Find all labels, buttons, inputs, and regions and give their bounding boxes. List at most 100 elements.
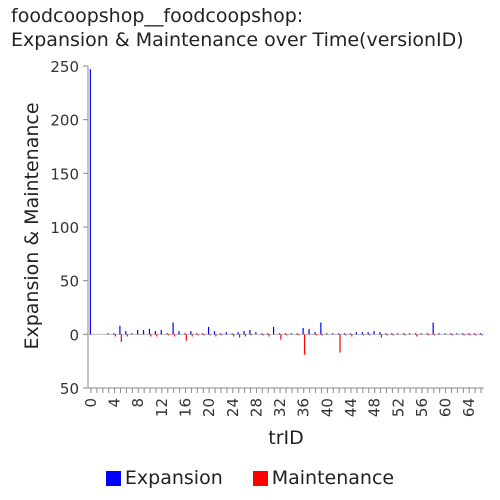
- bar-expansion: [343, 333, 346, 335]
- bar-expansion: [255, 332, 257, 335]
- bar-maintenance: [221, 334, 223, 336]
- bar-expansion: [468, 333, 470, 335]
- bar-expansion: [302, 327, 304, 335]
- bar-maintenance: [185, 334, 187, 341]
- bar-maintenance: [120, 334, 122, 342]
- bar-expansion: [326, 333, 328, 335]
- bar-maintenance: [363, 334, 365, 336]
- x-tick-label: 32: [271, 398, 289, 417]
- bar-maintenance: [203, 334, 205, 336]
- bar-expansion: [320, 322, 322, 335]
- bar-expansion: [154, 331, 156, 335]
- bar-expansion: [272, 326, 275, 335]
- bar-maintenance: [416, 334, 418, 337]
- y-axis-label: Expansion & Maintenance: [21, 102, 43, 349]
- bar-maintenance: [167, 334, 170, 336]
- x-tick-label: 4: [106, 398, 124, 408]
- bar-expansion: [414, 333, 417, 335]
- bar-maintenance: [150, 334, 152, 337]
- bar-expansion: [213, 331, 216, 335]
- x-tick-label: 60: [437, 398, 455, 417]
- bar-maintenance: [428, 334, 430, 336]
- bar-maintenance: [244, 334, 247, 337]
- y-tick-label: 200: [50, 112, 79, 130]
- bar-maintenance: [321, 334, 323, 336]
- bar-expansion: [426, 333, 428, 335]
- x-tick-label: 44: [342, 398, 360, 417]
- bar-expansion: [385, 333, 387, 335]
- bar-expansion: [166, 333, 168, 335]
- x-tick-label: 36: [295, 398, 313, 417]
- bar-maintenance: [303, 334, 306, 355]
- bar-expansion: [420, 333, 422, 335]
- bar-maintenance: [114, 334, 116, 337]
- legend-swatch-expansion: [105, 470, 121, 486]
- x-tick-label: 52: [389, 398, 407, 417]
- bar-expansion: [332, 333, 334, 335]
- bar-expansion: [444, 333, 446, 335]
- bar-expansion: [278, 333, 281, 335]
- y-tick-label: 100: [50, 219, 79, 237]
- bar-expansion: [479, 333, 482, 335]
- legend-item-maintenance: Maintenance: [252, 467, 394, 489]
- x-tick-label: 8: [129, 398, 147, 408]
- bar-expansion: [249, 330, 251, 335]
- bar-expansion: [361, 332, 363, 335]
- bar-expansion: [261, 333, 263, 335]
- bar-maintenance: [351, 334, 353, 337]
- bar-expansion: [397, 333, 399, 335]
- bar-maintenance: [197, 334, 199, 336]
- x-tick-label: 64: [460, 398, 478, 417]
- y-tick-label: 150: [50, 165, 79, 183]
- bars-layer: [89, 69, 483, 355]
- bar-expansion: [314, 332, 316, 335]
- bar-maintenance: [451, 334, 453, 336]
- bar-maintenance: [215, 334, 217, 337]
- bar-expansion: [290, 333, 292, 335]
- legend-item-expansion: Expansion: [105, 467, 223, 489]
- bar-expansion: [142, 330, 145, 335]
- bar-expansion: [160, 330, 162, 335]
- bar-maintenance: [345, 334, 347, 336]
- bar-expansion: [308, 328, 310, 335]
- x-tick-label: 40: [318, 398, 336, 417]
- x-tick-label: 0: [82, 398, 100, 408]
- legend-swatch-maintenance: [252, 470, 268, 486]
- bar-expansion: [379, 332, 381, 335]
- bar-expansion: [231, 333, 233, 335]
- y-tick-label: 50: [60, 273, 79, 291]
- bar-maintenance: [469, 334, 471, 336]
- bar-expansion: [107, 333, 109, 335]
- chart-title: foodcoopshop__foodcoopshop: Expansion & …: [11, 4, 496, 52]
- bar-maintenance: [315, 334, 317, 336]
- y-tick-label: 0: [69, 326, 79, 344]
- chart-title-line-1: foodcoopshop__foodcoopshop:: [11, 5, 304, 27]
- bar-expansion: [267, 333, 269, 335]
- bar-maintenance: [233, 334, 235, 337]
- bar-expansion: [148, 328, 151, 335]
- bar-expansion: [131, 333, 133, 335]
- y-tick-label: 250: [50, 58, 79, 76]
- bar-maintenance: [475, 334, 477, 336]
- bar-expansion: [438, 333, 440, 335]
- legend: Expansion Maintenance: [0, 464, 500, 492]
- bar-expansion: [202, 333, 204, 335]
- bar-expansion: [137, 330, 139, 335]
- x-axis-label: trID: [268, 427, 304, 449]
- chart-title-line-2: Expansion & Maintenance over Time(versio…: [11, 29, 464, 51]
- bar-maintenance: [380, 334, 382, 338]
- bar-expansion: [367, 332, 369, 335]
- bar-maintenance: [481, 334, 483, 336]
- bar-maintenance: [339, 334, 341, 353]
- bar-expansion: [462, 333, 464, 335]
- bar-expansion: [225, 332, 227, 335]
- bar-expansion: [243, 331, 245, 335]
- bar-expansion: [432, 322, 434, 335]
- legend-label-expansion: Expansion: [124, 467, 223, 489]
- bar-maintenance: [268, 334, 270, 337]
- bar-maintenance: [280, 334, 282, 340]
- bar-maintenance: [173, 334, 176, 337]
- x-tick-label: 12: [153, 398, 171, 417]
